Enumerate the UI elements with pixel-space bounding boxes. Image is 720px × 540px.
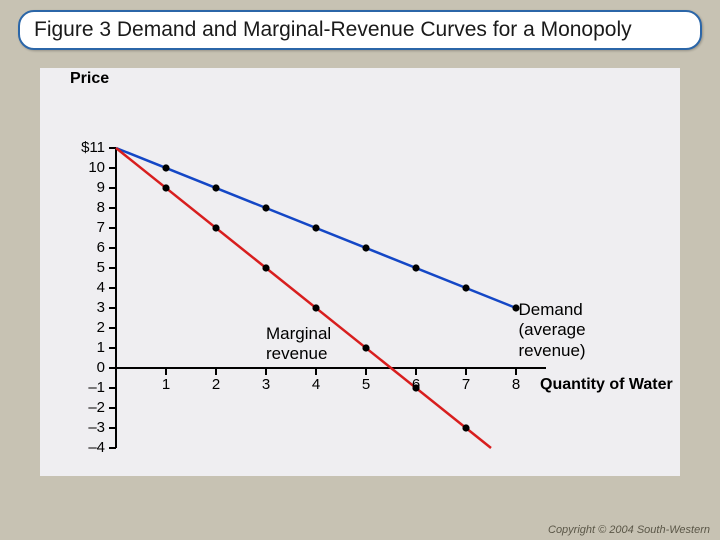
y-tick-label: 3 [71,299,105,316]
x-axis-title: Quantity of Water [540,376,673,394]
y-tick-label: 5 [71,259,105,276]
x-tick-label: 5 [356,376,376,393]
chart-stage: Price $11109876543210–1–2–3–412345678Qua… [40,68,680,476]
y-tick-label: 10 [71,159,105,176]
y-tick-label: –4 [71,439,105,456]
series-label-demand: Demand(averagerevenue) [519,300,586,361]
y-tick-label: –2 [71,399,105,416]
figure-title: Figure 3 Demand and Marginal-Revenue Cur… [18,10,702,50]
y-tick-label: 1 [71,339,105,356]
y-tick-label: 4 [71,279,105,296]
y-tick-label: 6 [71,239,105,256]
x-tick-label: 8 [506,376,526,393]
x-tick-label: 1 [156,376,176,393]
y-tick-label: 2 [71,319,105,336]
x-tick-label: 4 [306,376,326,393]
x-tick-label: 7 [456,376,476,393]
y-tick-label: 0 [71,359,105,376]
y-tick-label: 8 [71,199,105,216]
x-tick-label: 6 [406,376,426,393]
x-tick-label: 3 [256,376,276,393]
y-tick-label: $11 [71,139,105,156]
copyright-text: Copyright © 2004 South-Western [548,524,710,536]
series-label-mr: Marginalrevenue [266,324,331,365]
y-tick-label: 9 [71,179,105,196]
y-tick-label: –3 [71,419,105,436]
y-tick-label: –1 [71,379,105,396]
y-tick-label: 7 [71,219,105,236]
chart-svg [40,68,680,476]
x-tick-label: 2 [206,376,226,393]
